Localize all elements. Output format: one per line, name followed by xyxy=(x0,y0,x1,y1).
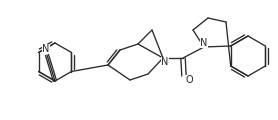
Text: O: O xyxy=(185,75,193,85)
Text: N: N xyxy=(200,38,208,48)
Text: N: N xyxy=(161,57,169,67)
Text: N: N xyxy=(42,44,50,54)
